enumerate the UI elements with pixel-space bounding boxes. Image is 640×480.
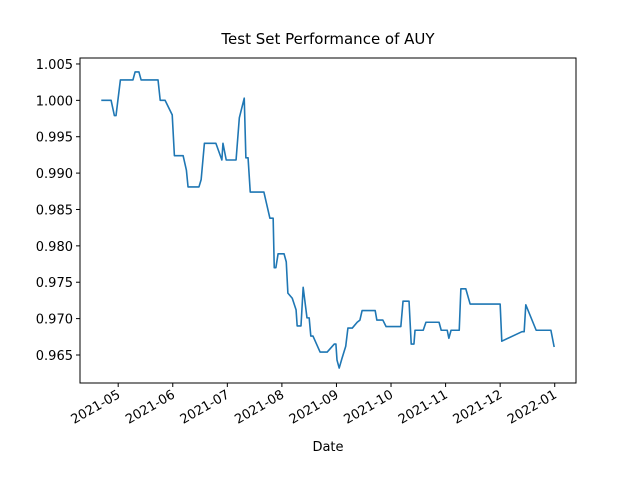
y-tick-label: 0.965 bbox=[36, 349, 73, 364]
x-tick-label: 2022-01 bbox=[505, 387, 560, 427]
x-tick-label: 2021-12 bbox=[451, 387, 506, 427]
data-line bbox=[101, 71, 555, 369]
y-tick-label: 1.000 bbox=[36, 94, 73, 109]
x-tick-label: 2021-07 bbox=[178, 387, 233, 427]
y-tick-label: 0.970 bbox=[36, 313, 73, 328]
y-tick-label: 0.990 bbox=[36, 167, 73, 182]
x-tick-label: 2021-11 bbox=[396, 387, 451, 427]
y-tick-label: 0.985 bbox=[36, 203, 73, 218]
y-tick-label: 0.995 bbox=[36, 131, 73, 146]
chart-title: Test Set Performance of AUY bbox=[220, 30, 435, 48]
x-axis-label: Date bbox=[312, 440, 343, 455]
y-tick-label: 0.975 bbox=[36, 276, 73, 291]
x-tick-label: 2021-05 bbox=[69, 387, 124, 427]
y-tick-label: 0.980 bbox=[36, 240, 73, 255]
axes-frame bbox=[79, 57, 577, 384]
x-tick-label: 2021-09 bbox=[287, 387, 342, 427]
y-tick-label: 1.005 bbox=[36, 58, 73, 73]
x-tick-label: 2021-10 bbox=[341, 387, 396, 427]
x-tick-label: 2021-08 bbox=[232, 387, 287, 427]
x-tick-label: 2021-06 bbox=[123, 387, 178, 427]
